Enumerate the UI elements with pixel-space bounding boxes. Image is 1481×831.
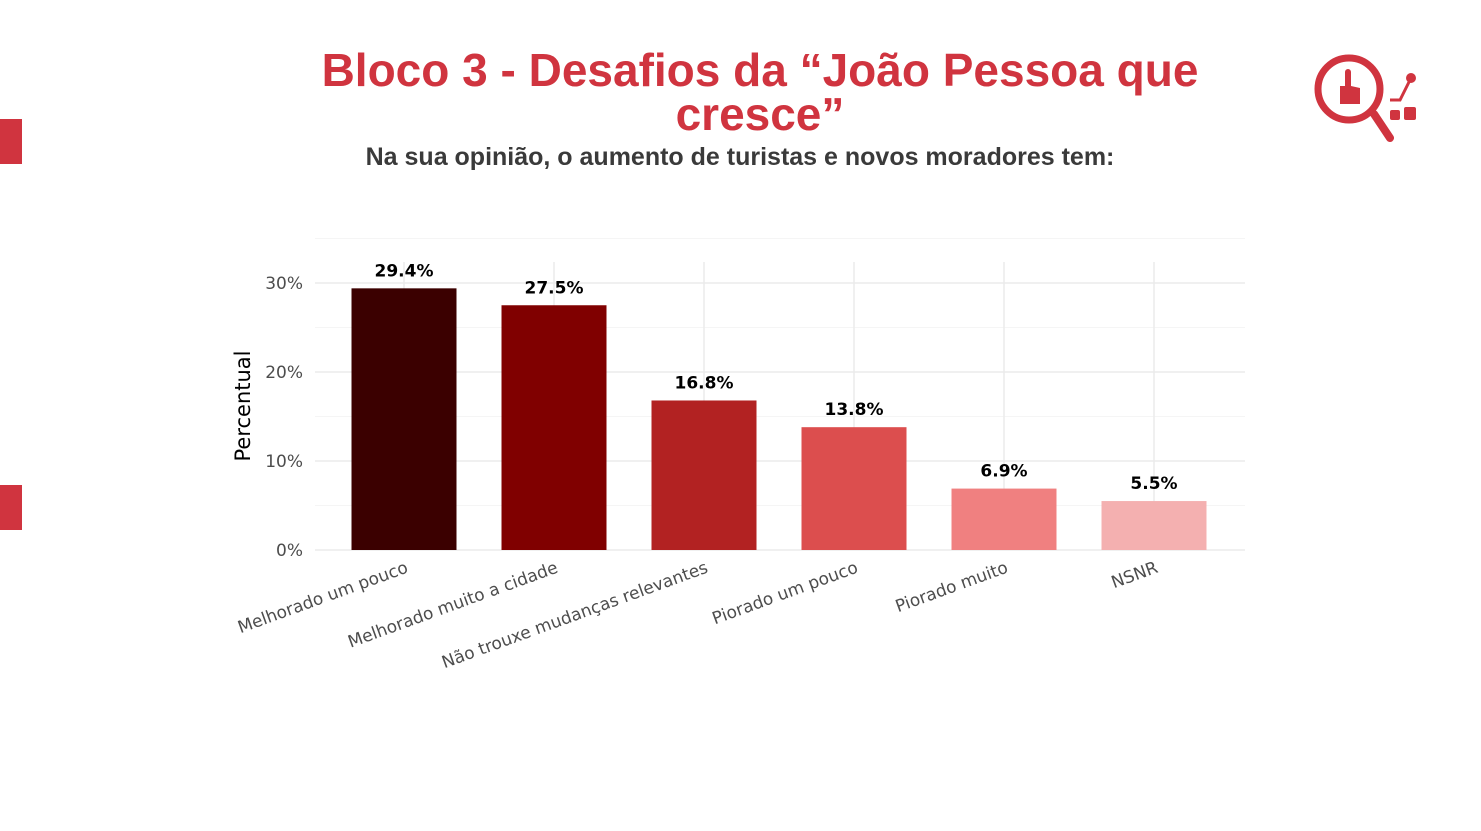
- data-label: 6.9%: [980, 462, 1027, 482]
- y-tick-label: 20%: [265, 363, 303, 383]
- page-subtitle: Na sua opinião, o aumento de turistas e …: [365, 143, 1115, 171]
- data-label: 13.8%: [825, 400, 884, 420]
- x-tick-label: Não trouxe mudanças relevantes: [439, 558, 711, 673]
- bar: [951, 488, 1057, 550]
- data-label: 16.8%: [675, 373, 734, 393]
- y-tick-label: 10%: [265, 452, 303, 472]
- bar: [801, 427, 907, 550]
- x-tick-label: Piorado muito: [893, 558, 1011, 617]
- data-label: 27.5%: [525, 278, 584, 298]
- side-marker-top: [0, 119, 22, 164]
- data-label: 5.5%: [1130, 474, 1177, 494]
- bar: [501, 305, 607, 550]
- data-label: 29.4%: [375, 261, 434, 281]
- page-title: Bloco 3 - Desafios da “João Pessoa que c…: [321, 44, 1199, 140]
- magnifier-hand-chart-icon: [1314, 54, 1416, 142]
- x-tick-label: Piorado um pouco: [710, 558, 861, 629]
- side-marker-bottom: [0, 485, 22, 530]
- y-axis-label: Percentual: [231, 350, 255, 461]
- bar: [651, 400, 757, 550]
- y-tick-label: 0%: [276, 541, 303, 561]
- bar: [1101, 501, 1207, 550]
- x-tick-label: NSNR: [1109, 558, 1161, 593]
- y-tick-label: 30%: [265, 274, 303, 294]
- bar: [351, 288, 457, 550]
